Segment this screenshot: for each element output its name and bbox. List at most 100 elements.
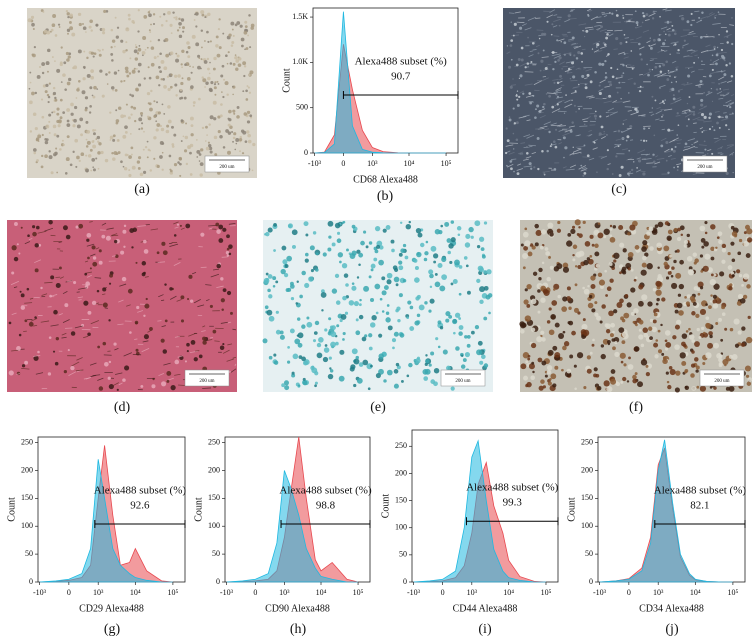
cell — [622, 15, 624, 17]
cell — [452, 319, 457, 324]
cell — [729, 283, 732, 286]
cell — [664, 262, 668, 266]
cell — [200, 233, 204, 237]
cell — [227, 291, 231, 295]
cell — [385, 317, 390, 322]
cell — [717, 236, 720, 239]
cell — [601, 344, 604, 347]
cell — [247, 120, 250, 123]
cell — [330, 342, 336, 348]
cell — [46, 138, 49, 141]
cell — [561, 306, 567, 312]
cell — [583, 172, 586, 175]
cell — [126, 75, 129, 78]
cell — [345, 283, 349, 287]
cell — [514, 23, 517, 26]
cell — [82, 90, 86, 94]
cell — [568, 307, 571, 310]
cell — [594, 71, 597, 74]
cell — [537, 137, 540, 140]
cell — [554, 352, 560, 358]
cell — [214, 86, 217, 89]
cell — [712, 69, 714, 71]
cell — [719, 88, 721, 90]
cell — [606, 33, 609, 36]
cell — [391, 249, 395, 253]
cell — [635, 323, 638, 326]
cell — [143, 272, 146, 275]
cell — [700, 80, 703, 83]
cell — [553, 140, 556, 143]
cell — [138, 156, 141, 159]
cell — [111, 29, 114, 32]
cell — [527, 37, 529, 39]
cell — [184, 63, 187, 66]
cell — [598, 273, 602, 277]
cell — [678, 310, 684, 316]
cell — [93, 86, 97, 90]
cell — [179, 35, 182, 38]
cell — [303, 360, 308, 365]
cell — [516, 121, 519, 124]
cell — [647, 263, 653, 269]
cell — [577, 233, 580, 236]
cell — [621, 75, 624, 78]
cell — [382, 290, 387, 295]
cell — [575, 90, 577, 92]
cell — [213, 57, 216, 60]
cell — [85, 168, 89, 172]
cell — [701, 131, 703, 133]
cell — [223, 146, 226, 149]
cell — [32, 232, 37, 237]
cell — [175, 53, 177, 55]
cell — [75, 166, 77, 168]
y-tick-label: 200 — [395, 468, 407, 477]
cell — [149, 77, 152, 80]
cell — [286, 288, 290, 292]
cell — [435, 273, 438, 276]
cell — [129, 72, 131, 74]
cell — [329, 367, 331, 369]
x-tick-label: 10⁴ — [503, 588, 514, 597]
cell — [731, 43, 733, 45]
cell — [661, 353, 664, 356]
cell — [150, 90, 152, 92]
cell — [552, 346, 557, 351]
y-tick-label: 150 — [21, 493, 33, 502]
cell — [519, 74, 522, 77]
cell — [109, 283, 111, 285]
cell — [689, 334, 694, 339]
cell — [54, 133, 57, 136]
cell — [628, 252, 634, 258]
cell — [526, 284, 531, 289]
cell — [42, 134, 44, 136]
cell — [79, 118, 83, 122]
cell — [528, 252, 533, 257]
cell — [53, 92, 56, 95]
y-tick-label: 100 — [395, 523, 407, 532]
cell — [557, 96, 559, 98]
y-tick-label: 200 — [21, 465, 33, 474]
cell — [634, 279, 637, 282]
cell — [162, 103, 164, 105]
cell — [730, 328, 734, 332]
cell — [66, 10, 68, 12]
cell — [189, 152, 192, 155]
cell — [610, 379, 616, 385]
cell — [171, 74, 173, 76]
cell — [694, 357, 698, 361]
cell — [516, 94, 517, 95]
x-tick-label: -10³ — [308, 159, 322, 168]
cell — [527, 62, 530, 65]
cell — [222, 65, 225, 68]
cell — [59, 26, 61, 28]
cell — [168, 88, 171, 91]
cell — [92, 262, 97, 267]
cell — [210, 150, 213, 153]
cell — [425, 354, 427, 356]
cell — [218, 130, 221, 133]
cell — [48, 220, 52, 224]
cell — [263, 338, 268, 343]
cell — [625, 294, 629, 298]
cell — [594, 115, 597, 118]
